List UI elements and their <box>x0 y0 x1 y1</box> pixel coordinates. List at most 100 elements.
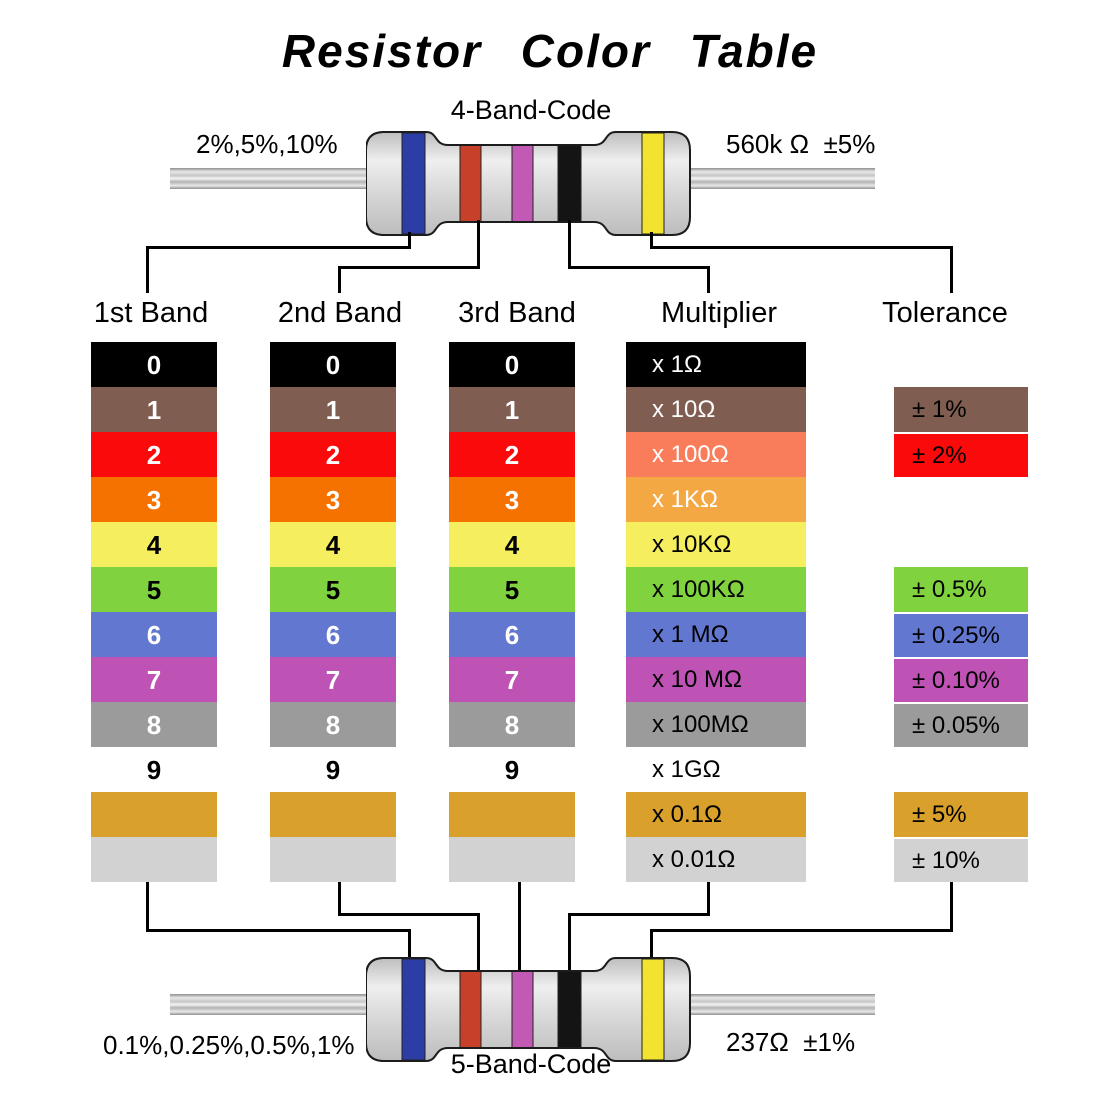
header-2nd-band: 2nd Band <box>277 297 403 329</box>
color-row-label: 0 <box>325 349 341 380</box>
color-row-gray: 8 <box>270 702 396 747</box>
connector-top-tolerance <box>650 232 653 249</box>
color-row-blue: 6 <box>449 612 575 657</box>
connector-top-1st <box>146 246 149 293</box>
blue-band <box>401 132 426 235</box>
color-row-gold <box>449 792 575 837</box>
connector-bottom-tolerance <box>650 929 953 932</box>
color-row-label: 2 <box>146 439 162 470</box>
color-row-label: 7 <box>504 664 520 695</box>
bottom-resistor-illustration <box>366 957 691 1062</box>
header-1st-band: 1st Band <box>93 297 209 329</box>
color-row-label: 0 <box>504 349 520 380</box>
color-row-label: x 10 MΩ <box>652 665 742 693</box>
color-row-green: 5 <box>449 567 575 612</box>
color-row-orange: 3 <box>91 477 217 522</box>
color-row-gold: ± 5% <box>894 792 1028 837</box>
black-band <box>557 144 582 223</box>
bottom-right-value-note: 237Ω ±1% <box>726 1027 856 1057</box>
top-right-value-note: 560k Ω ±5% <box>726 129 876 159</box>
color-row-gray: ± 0.05% <box>894 702 1028 747</box>
violet-band <box>511 144 534 223</box>
connector-bottom-2nd <box>338 913 480 916</box>
tolerance-empty-slot <box>894 342 1028 387</box>
four-band-code-label: 4-Band-Code <box>450 95 612 125</box>
color-row-label: 2 <box>504 439 520 470</box>
connector-top-1st <box>146 246 411 249</box>
connector-bottom-3rd <box>518 882 521 970</box>
red-band <box>459 970 482 1049</box>
header-3rd-band: 3rd Band <box>458 297 576 329</box>
five-band-code-label: 5-Band-Code <box>450 1049 612 1079</box>
connector-bottom-tolerance <box>950 882 953 932</box>
color-row-label: 9 <box>146 754 162 785</box>
yellow-band <box>641 958 665 1061</box>
color-row-brown: ± 1% <box>894 387 1028 432</box>
color-row-violet: x 10 MΩ <box>626 657 806 702</box>
color-row-label: x 100KΩ <box>652 575 745 603</box>
resistor-outline <box>366 131 691 236</box>
color-row-black: 0 <box>270 342 396 387</box>
color-row-black: 0 <box>91 342 217 387</box>
color-row-yellow: 4 <box>270 522 396 567</box>
color-row-gray: 8 <box>449 702 575 747</box>
color-row-yellow: 4 <box>449 522 575 567</box>
resistor-outline <box>366 957 691 1062</box>
color-row-white: 9 <box>91 747 217 792</box>
black-band <box>557 970 582 1049</box>
color-row-label: x 10Ω <box>652 395 716 423</box>
color-row-gold <box>91 792 217 837</box>
top-resistor-illustration <box>366 131 691 236</box>
top-left-tolerance-note: 2%,5%,10% <box>196 129 338 159</box>
color-row-label: x 10KΩ <box>652 530 732 558</box>
yellow-band <box>641 132 665 235</box>
color-row-red: x 100Ω <box>626 432 806 477</box>
column-tolerance: ± 1% ± 2% ± 0.5% ± 0.25% ± 0.10% ± 0.05% ± 5% ±… <box>894 342 1028 882</box>
color-row-brown: 1 <box>449 387 575 432</box>
blue-band <box>401 958 426 1061</box>
tolerance-empty-slot <box>894 522 1028 567</box>
color-row-label: 6 <box>146 619 162 650</box>
color-row-violet: 7 <box>270 657 396 702</box>
color-row-label: 3 <box>504 484 520 515</box>
color-row-blue: ± 0.25% <box>894 612 1028 657</box>
connector-bottom-multiplier <box>568 913 710 916</box>
color-row-label: ± 0.25% <box>912 621 1000 649</box>
color-row-orange: 3 <box>270 477 396 522</box>
color-row-label: 1 <box>146 394 162 425</box>
color-row-black: x 1Ω <box>626 342 806 387</box>
connector-bottom-2nd <box>477 913 480 970</box>
connector-top-1st <box>408 232 411 249</box>
tolerance-empty-slot <box>894 477 1028 522</box>
color-row-label: ± 1% <box>912 395 967 423</box>
color-row-label: x 100Ω <box>652 440 729 468</box>
color-row-label: x 1 MΩ <box>652 620 729 648</box>
color-row-gray: x 100MΩ <box>626 702 806 747</box>
color-row-silver: x 0.01Ω <box>626 837 806 882</box>
connector-bottom-multiplier <box>568 913 571 970</box>
color-row-orange: 3 <box>449 477 575 522</box>
header-tolerance: Tolerance <box>882 297 1008 329</box>
color-row-blue: x 1 MΩ <box>626 612 806 657</box>
connector-bottom-1st <box>146 929 411 932</box>
color-row-label: ± 10% <box>912 846 980 874</box>
color-row-green: x 100KΩ <box>626 567 806 612</box>
bottom-resistor-left-lead <box>170 994 368 1015</box>
color-row-label: ± 0.10% <box>912 666 1000 694</box>
color-row-red: 2 <box>449 432 575 477</box>
color-row-yellow: 4 <box>91 522 217 567</box>
color-row-silver: ± 10% <box>894 837 1028 882</box>
color-row-label: 1 <box>504 394 520 425</box>
color-row-orange: x 1KΩ <box>626 477 806 522</box>
header-multiplier: Multiplier <box>660 297 778 329</box>
color-row-green: 5 <box>270 567 396 612</box>
color-row-silver <box>91 837 217 882</box>
top-resistor-left-lead <box>170 168 368 189</box>
color-row-label: 7 <box>146 664 162 695</box>
color-row-green: 5 <box>91 567 217 612</box>
color-row-label: x 100MΩ <box>652 710 749 738</box>
color-row-label: ± 2% <box>912 441 967 469</box>
tolerance-empty-slot <box>894 747 1028 792</box>
color-row-label: 7 <box>325 664 341 695</box>
color-row-gray: 8 <box>91 702 217 747</box>
